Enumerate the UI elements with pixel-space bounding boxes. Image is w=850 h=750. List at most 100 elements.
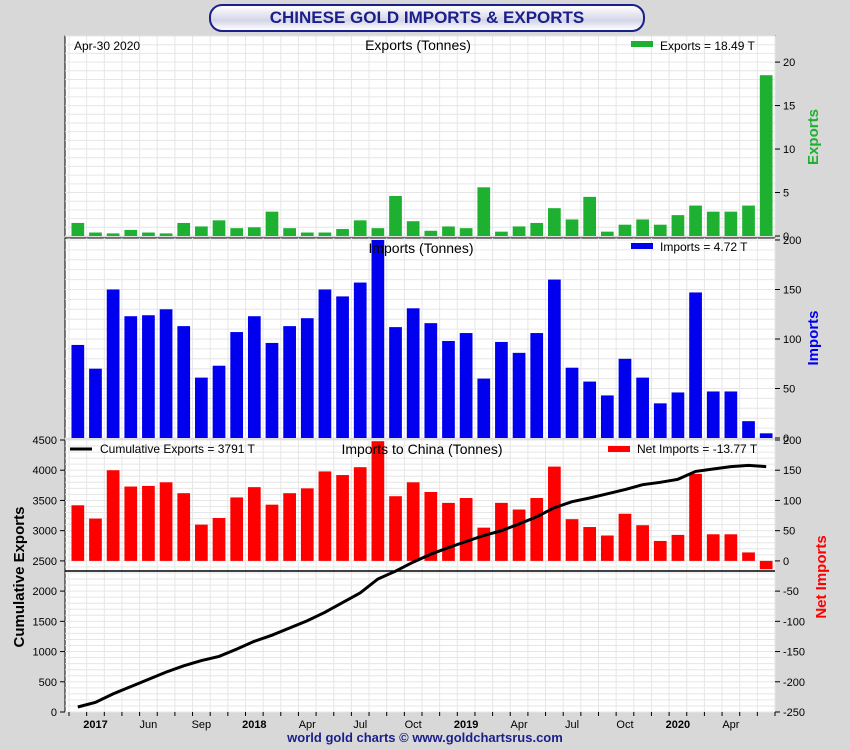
bar [583, 381, 597, 438]
net-y-tick-label: 0 [783, 556, 789, 568]
bar [212, 220, 226, 236]
bar [318, 232, 332, 236]
bar [459, 228, 473, 236]
net-bar [724, 534, 738, 561]
net-bar [177, 493, 191, 561]
net-y-tick-label: -50 [783, 586, 799, 598]
x-axis-label: Oct [405, 719, 422, 731]
bar [636, 377, 649, 438]
bar [742, 421, 755, 438]
net-bar [212, 517, 226, 561]
net-imports-panel: -250 -200 -150 -100 -50 0 50 100 150 200 0 500 1000… [11, 435, 830, 731]
bar [106, 289, 120, 438]
net-bar [247, 487, 261, 561]
bar [159, 233, 173, 236]
bar [406, 308, 420, 438]
net-bar [300, 488, 314, 561]
exports-plot-area [64, 35, 776, 237]
net-bar [318, 471, 332, 561]
bar [247, 316, 261, 438]
bar [724, 211, 738, 236]
bar [742, 205, 755, 236]
y-tick-label: 5 [783, 188, 789, 200]
net-bar [353, 467, 367, 561]
exports-grid [65, 35, 776, 237]
bar [318, 289, 332, 438]
imports-panel: 0 50 100 150 200 Imports (Tonnes) Imports = … [64, 235, 822, 445]
x-axis-label: Oct [616, 719, 633, 731]
exports-panel: 0 5 10 15 20 Apr-30 2020 Exports (Tonnes) Ex… [64, 35, 822, 243]
x-axis-label: 2020 [666, 719, 690, 731]
y-tick-label: 0 [783, 433, 789, 445]
net-bar [636, 525, 649, 561]
bar [530, 222, 544, 236]
footer-credit: world gold charts © www.goldchartsrus.co… [287, 730, 563, 745]
net-bar [195, 524, 208, 561]
net-bar [89, 518, 102, 561]
net-y-tick-label: -100 [783, 616, 805, 628]
x-axis-label: 2017 [83, 719, 107, 731]
bar [177, 222, 191, 236]
net-y-tick-label: 200 [783, 435, 801, 447]
bar [442, 340, 455, 438]
cumulative-y-tick-label: 4500 [33, 435, 57, 447]
bar [336, 296, 349, 438]
net-bar [689, 473, 702, 561]
bar [477, 378, 491, 438]
bar [495, 231, 508, 236]
bar [230, 228, 244, 236]
bar [459, 333, 473, 438]
net-bar [477, 527, 491, 561]
bar [177, 326, 191, 438]
exports-legend-swatch [631, 41, 653, 47]
net-bar [389, 496, 402, 561]
bar [336, 229, 349, 236]
net-bar [742, 552, 755, 561]
bar [371, 239, 385, 438]
cumulative-y-tick-label: 4000 [33, 465, 57, 477]
x-axis-label: Sep [192, 719, 212, 731]
imports-y-ticks: 0 50 100 150 200 [775, 235, 801, 445]
net-bar [459, 498, 473, 561]
net-bar [583, 527, 597, 561]
net-y-tick-label: 100 [783, 495, 801, 507]
bar [71, 344, 85, 438]
y-tick-label: 200 [783, 235, 801, 247]
exports-bars [71, 75, 773, 236]
cumulative-y-tick-label: 500 [39, 677, 57, 689]
bar [600, 231, 614, 236]
exports-y-ticks: 0 5 10 15 20 [775, 57, 795, 243]
net-y-tick-label: 50 [783, 526, 795, 538]
bar [636, 219, 649, 236]
y-tick-label: 150 [783, 284, 801, 296]
bar [265, 342, 279, 438]
bar [212, 365, 226, 438]
net-bar [336, 475, 349, 561]
x-axis-label: Jul [353, 719, 367, 731]
bar [689, 205, 702, 236]
bar [406, 221, 420, 236]
bar [353, 282, 367, 438]
bar [353, 220, 367, 236]
net-y-tick-label: -250 [783, 707, 805, 719]
bar [124, 316, 138, 438]
bar [442, 226, 455, 236]
net-y-tick-label: -200 [783, 677, 805, 689]
bar [512, 352, 526, 438]
bar [159, 309, 173, 438]
y-tick-label: 100 [783, 334, 801, 346]
bar [548, 279, 561, 438]
bar [195, 226, 208, 236]
imports-legend-swatch [631, 243, 653, 249]
bar [495, 341, 508, 438]
net-bar [142, 485, 155, 561]
net-bar [512, 509, 526, 561]
x-axis-labels: 2017 Jun Sep 2018 Apr Jul Oct 2019 Apr Jul Oct 2020… [68, 712, 776, 731]
net-bar [653, 540, 667, 561]
bar [230, 332, 244, 438]
bar [706, 391, 720, 438]
net-bar [530, 498, 544, 561]
net-y-tick-label: -150 [783, 647, 805, 659]
bar [671, 215, 685, 236]
